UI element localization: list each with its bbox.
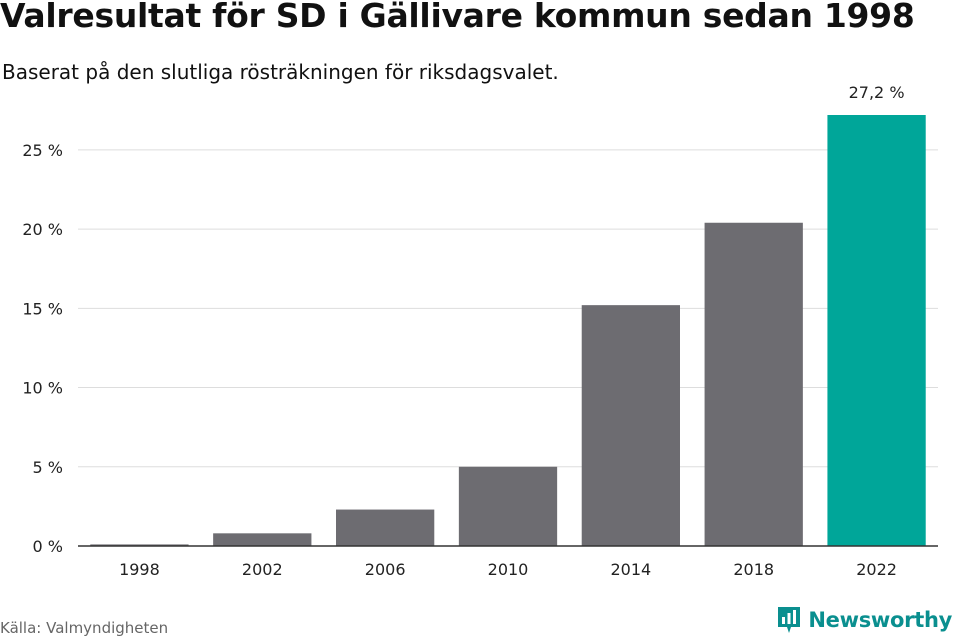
chart-title: Valresultat för SD i Gällivare kommun se… <box>0 0 915 35</box>
y-tick-label: 10 % <box>22 379 63 398</box>
x-axis-ticks: 1998 2002 2006 2010 2014 2018 2022 <box>119 560 897 579</box>
x-tick-label: 2018 <box>733 560 774 579</box>
chart-subtitle: Baserat på den slutliga rösträkningen fö… <box>2 60 559 84</box>
bar-2022 <box>827 115 926 546</box>
data-labels: 27,2 % <box>849 83 905 102</box>
x-tick-label: 2010 <box>488 560 529 579</box>
bar-2010 <box>458 466 558 546</box>
y-tick-label: 5 % <box>33 458 63 477</box>
bar-2014 <box>581 305 680 546</box>
x-tick-label: 1998 <box>119 560 160 579</box>
gridlines <box>78 149 938 468</box>
y-tick-label: 25 % <box>22 141 63 160</box>
y-tick-label: 15 % <box>22 299 63 318</box>
y-tick-label: 0 % <box>33 537 63 556</box>
bar-2002 <box>213 533 312 546</box>
source-note: Källa: Valmyndigheten <box>0 619 169 637</box>
data-label: 27,2 % <box>849 83 905 102</box>
bar-2018 <box>704 222 803 546</box>
x-tick-label: 2014 <box>610 560 651 579</box>
newsworthy-logo-icon <box>778 607 801 633</box>
brand-name: Newsworthy <box>808 608 952 632</box>
bars <box>90 115 926 546</box>
x-tick-label: 2022 <box>856 560 897 579</box>
brand-logo: Newsworthy <box>776 605 952 635</box>
x-tick-label: 2002 <box>242 560 283 579</box>
y-tick-label: 20 % <box>22 220 63 239</box>
x-tick-label: 2006 <box>365 560 406 579</box>
bar-2006 <box>336 509 435 546</box>
y-axis-ticks: 0 % 5 % 10 % 15 % 20 % 25 % <box>22 141 63 556</box>
bar-1998 <box>90 544 189 546</box>
